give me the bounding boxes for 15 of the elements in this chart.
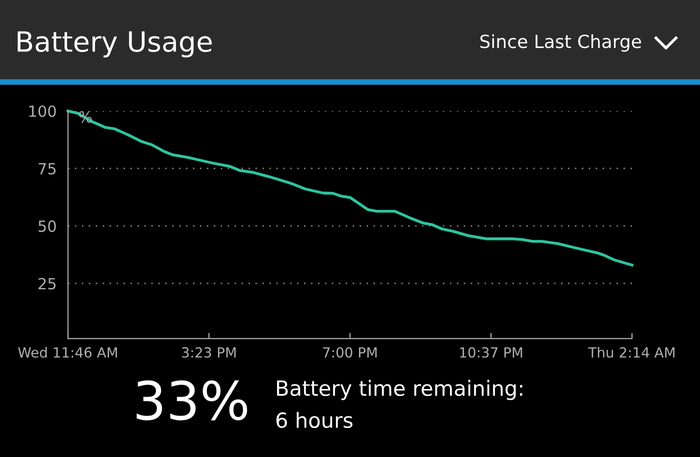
text: 6 hours — [276, 412, 352, 428]
x-tick-label: 7:00 PM — [323, 347, 377, 358]
chart-title: Battery Usage — [18, 31, 212, 58]
y-tick-label: 25 — [38, 278, 56, 290]
x-tick-label: 10:37 PM — [460, 347, 522, 358]
text: Battery time remaining: — [277, 380, 522, 400]
y-tick-label: 75 — [38, 163, 56, 174]
y-tick-label: 50 — [38, 220, 56, 232]
x-tick-label: 3:23 PM — [182, 347, 236, 358]
y-tick-label: 100 — [29, 105, 56, 118]
line-series — [66, 110, 634, 266]
x-tick-label: Wed 11:46 AM — [18, 346, 117, 358]
x-tick-label: Thu 2:14 AM — [588, 346, 674, 358]
chart-subtitle: Since Last Charge — [480, 34, 642, 52]
text: 33% — [136, 380, 248, 420]
